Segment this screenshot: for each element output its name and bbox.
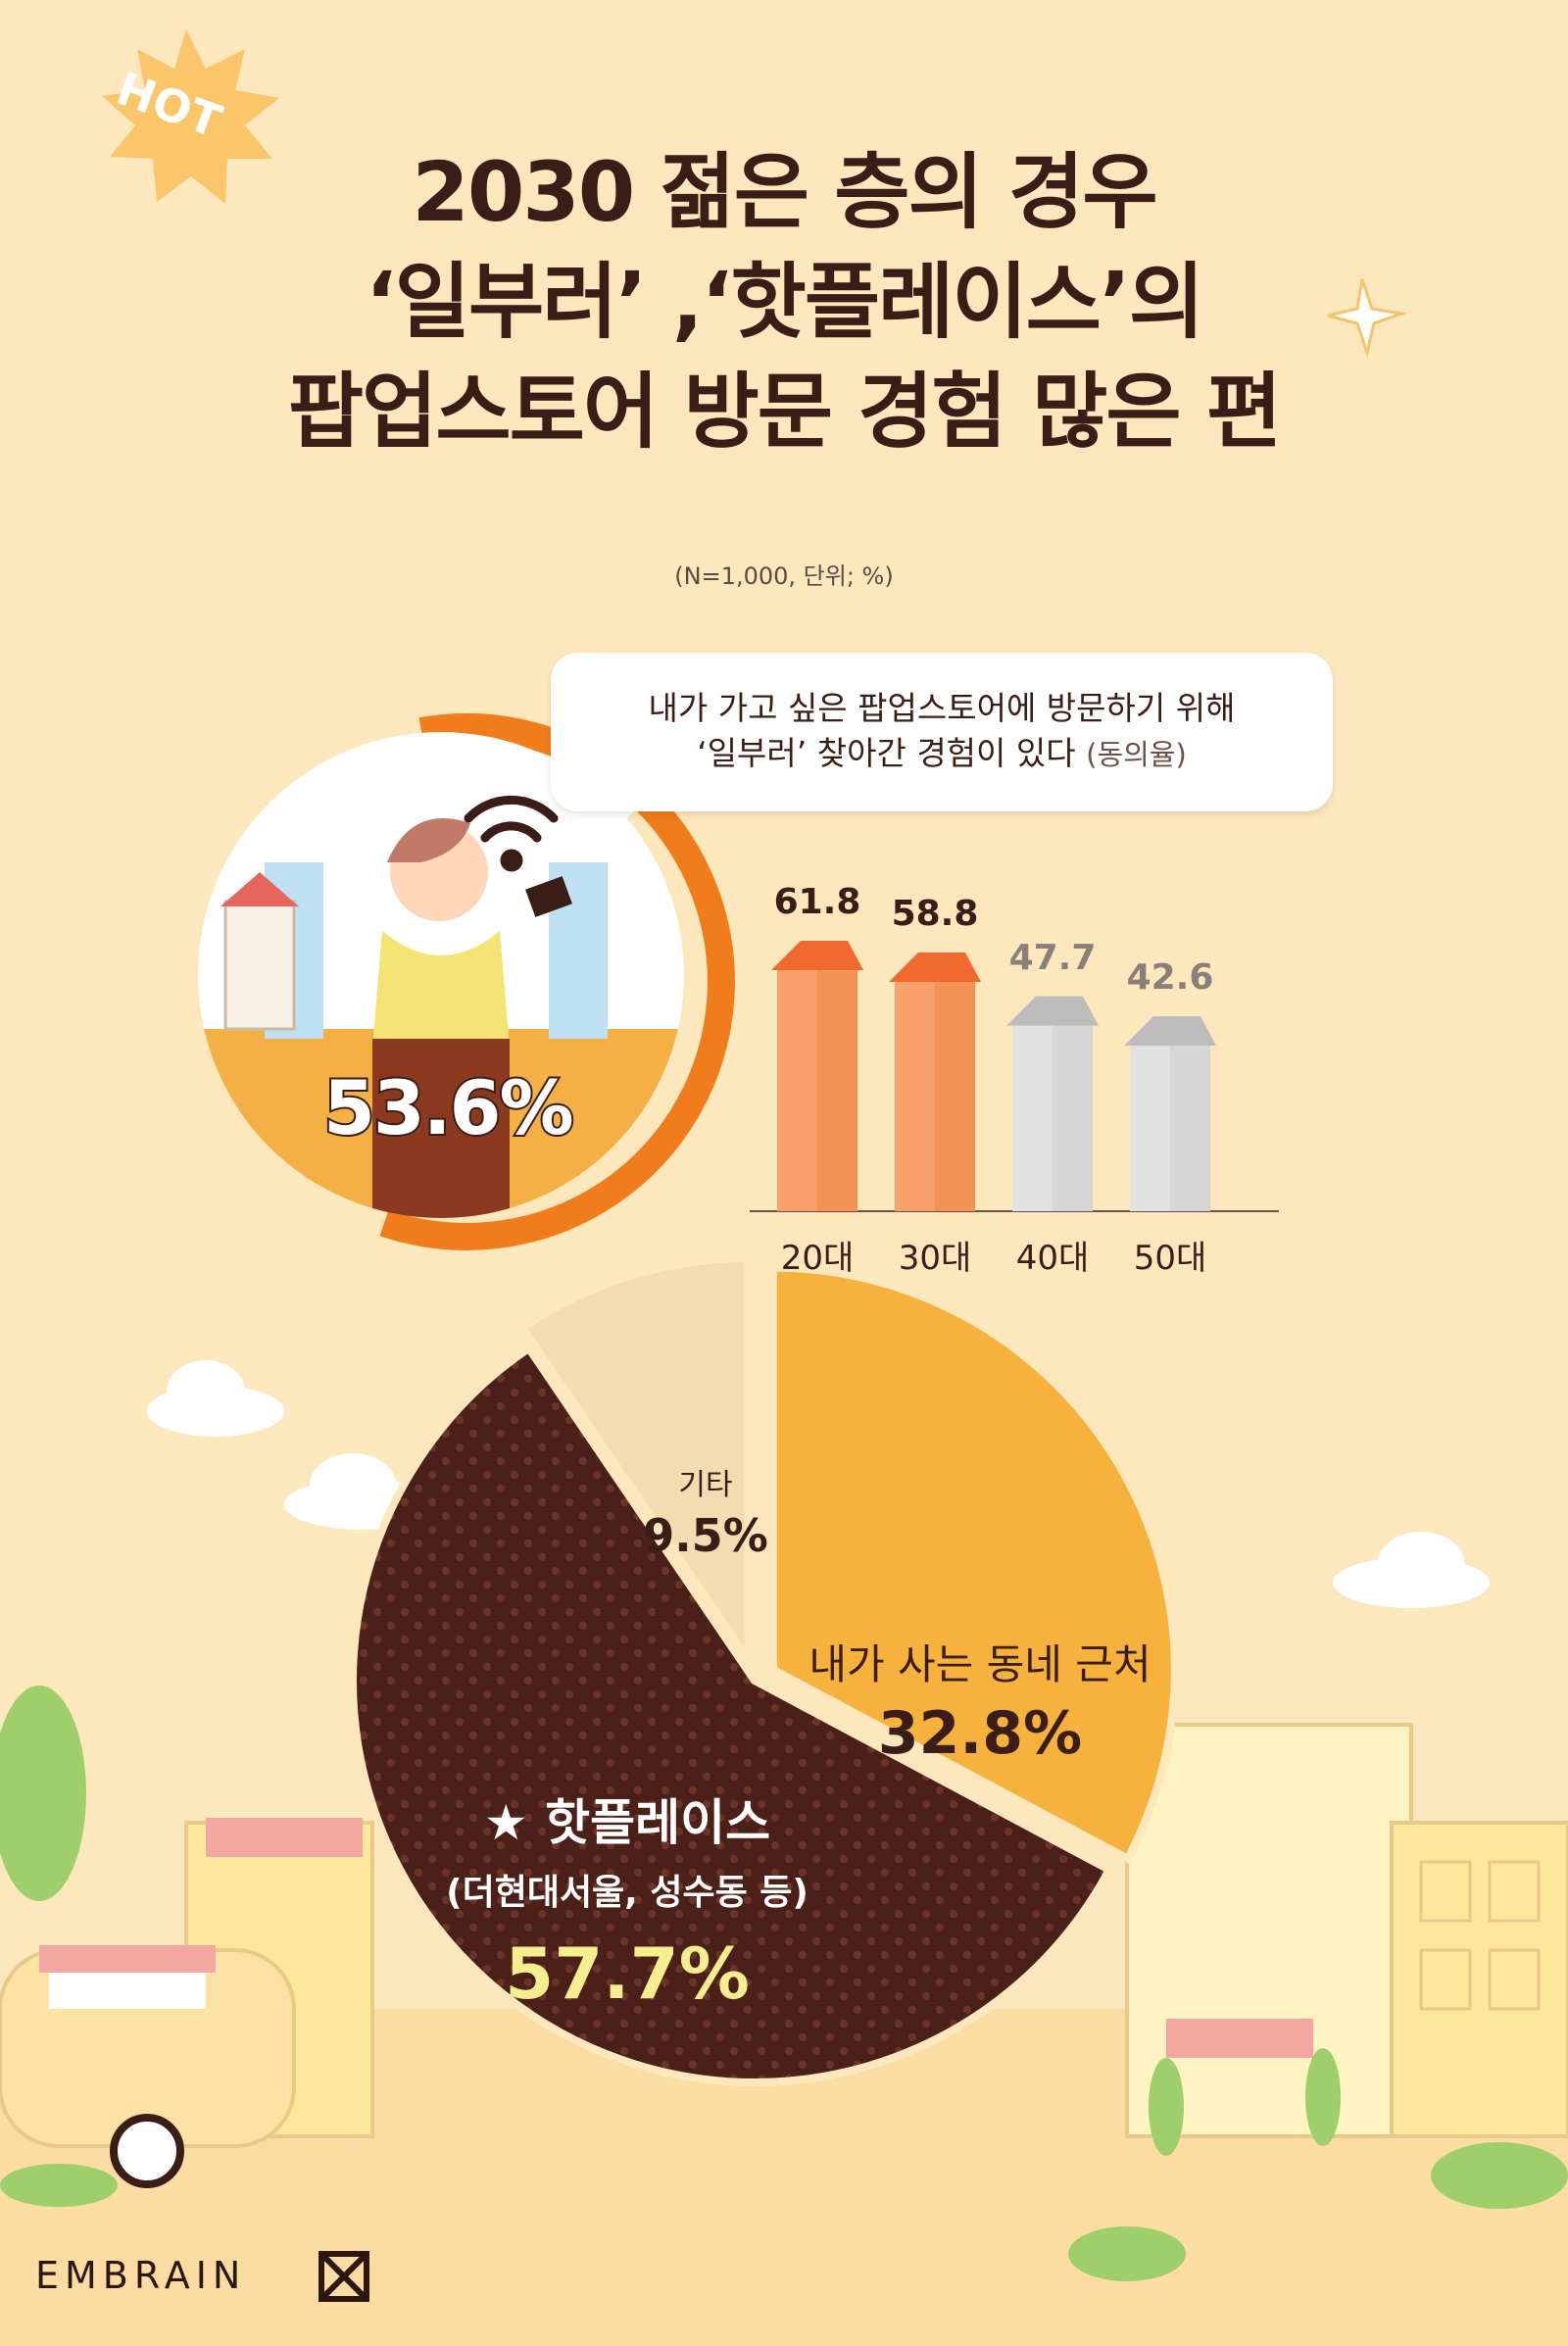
question-line-2-text: ‘일부러’ 찾아간 경험이 있다 [697, 734, 1076, 772]
overall-percentage: 53.6% [321, 1062, 576, 1153]
pie-chart [349, 1253, 1179, 2086]
wifi-icon [464, 795, 559, 872]
bar-category-label: 40대 [1015, 1239, 1090, 1278]
pie-label-other: 기타 9.5% [608, 1460, 804, 1562]
sample-note: (N=1,000, 단위; %) [674, 562, 894, 590]
title-line-3: 팝업스토어 방문 경험 많은 편 [287, 364, 1282, 460]
hot-burst-icon [102, 29, 279, 204]
bar-value-label: 61.8 [773, 882, 861, 922]
title-line-2: ‘일부러’ ,‘핫플레이스’의 [365, 254, 1204, 350]
question-line-1: 내가 가고 싶은 팝업스토어에 방문하기 위해 [648, 689, 1236, 727]
pie-slice-1 [768, 1263, 1179, 1865]
pie-label-sub: (더현대서울, 성수동 등) [446, 1873, 808, 1913]
bar-chart [771, 941, 1216, 1211]
embrain-logo-icon [318, 2251, 369, 2302]
pie-label-value: 57.7% [505, 1932, 750, 2015]
pie-label-value: 32.8% [877, 1699, 1083, 1768]
pie-label-name: 기타 [678, 1468, 733, 1502]
bar-3 [1006, 996, 1099, 1211]
question-line-2: ‘일부러’ 찾아간 경험이 있다 (동의율) [551, 731, 1333, 777]
pie-label-value: 9.5% [643, 1509, 768, 1562]
bar-value-label: 47.7 [1008, 937, 1097, 978]
pie-label-name: 내가 사는 동네 근처 [808, 1640, 1152, 1688]
pie-slice-3 [516, 1253, 753, 1673]
question-suffix: (동의율) [1086, 738, 1187, 771]
title-line-1: 2030 젊은 층의 경우 [412, 144, 1157, 240]
bar-2 [889, 953, 981, 1211]
pie-label-neighborhood: 내가 사는 동네 근처 32.8% [784, 1632, 1176, 1768]
bar-value-label: 58.8 [891, 894, 979, 935]
embrain-logo: EMBRAIN [35, 2254, 247, 2297]
bar-1 [771, 941, 863, 1211]
bar-category-label: 30대 [898, 1239, 972, 1278]
pie-label-hotplace: ★ 핫플레이스 (더현대서울, 성수동 등) 57.7% [372, 1784, 882, 2015]
bar-value-label: 42.6 [1126, 957, 1214, 999]
pie-slice-2 [349, 1343, 1115, 2086]
page-title: 2030 젊은 층의 경우 ‘일부러’ ,‘핫플레이스’의 팝업스토어 방문 경… [0, 137, 1568, 466]
bar-4 [1124, 1016, 1216, 1211]
pie-label-name: ★ 핫플레이스 [483, 1794, 771, 1851]
bar-category-label: 50대 [1133, 1239, 1207, 1278]
question-bubble: 내가 가고 싶은 팝업스토어에 방문하기 위해 ‘일부러’ 찾아간 경험이 있다… [551, 653, 1333, 811]
bar-category-label: 20대 [780, 1239, 855, 1278]
